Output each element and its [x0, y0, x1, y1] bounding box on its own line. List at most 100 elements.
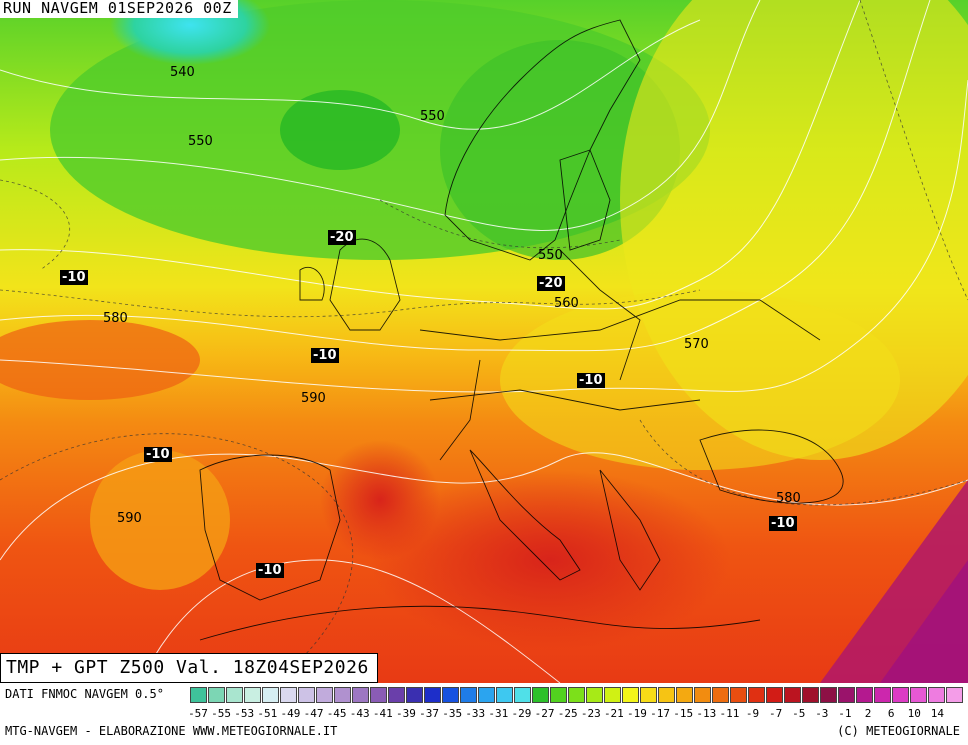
legend-swatch — [676, 687, 693, 703]
legend-swatch — [640, 687, 657, 703]
legend-swatch — [316, 687, 333, 703]
legend-swatch — [766, 687, 783, 703]
legend-swatch — [496, 687, 513, 703]
legend-tick-label: -13 — [696, 707, 717, 720]
legend-swatch — [406, 687, 423, 703]
legend-swatch — [352, 687, 369, 703]
legend-tick-label: -23 — [580, 707, 601, 720]
legend-swatch — [478, 687, 495, 703]
height-label: 580 — [776, 491, 801, 506]
legend-tick-label: -41 — [372, 707, 393, 720]
legend-swatch — [460, 687, 477, 703]
height-label: 580 — [103, 311, 128, 326]
legend-swatch — [694, 687, 711, 703]
legend-tick-label: 10 — [907, 707, 921, 720]
legend-tick-label: -47 — [303, 707, 324, 720]
temperature-label: -10 — [60, 270, 88, 285]
legend-swatch — [604, 687, 621, 703]
legend-swatch — [514, 687, 531, 703]
legend-tick-label: -21 — [603, 707, 624, 720]
legend-tick-label: 6 — [887, 707, 895, 720]
legend-tick-label: -57 — [188, 707, 208, 720]
legend-swatch — [658, 687, 675, 703]
legend-tick-label: -53 — [234, 707, 255, 720]
legend-swatch — [586, 687, 603, 703]
legend-tick-label: -29 — [511, 707, 532, 720]
legend-tick-label: -11 — [719, 707, 740, 720]
legend-tick-label: -45 — [326, 707, 347, 720]
legend-swatch — [190, 687, 207, 703]
legend-tick-label: -49 — [280, 707, 301, 720]
legend-swatch — [838, 687, 855, 703]
legend-swatch — [388, 687, 405, 703]
legend-tick-label: -7 — [768, 707, 783, 720]
legend-tick-label: -31 — [488, 707, 509, 720]
height-label: 570 — [684, 337, 709, 352]
legend-swatch — [226, 687, 243, 703]
temperature-label: -10 — [144, 447, 172, 462]
legend-swatch — [532, 687, 549, 703]
height-label: 540 — [170, 65, 195, 80]
legend-swatch — [550, 687, 567, 703]
legend-swatch — [910, 687, 927, 703]
temperature-label: -10 — [769, 516, 797, 531]
data-source: DATI FNMOC NAVGEM 0.5° — [5, 687, 164, 701]
legend-swatch — [856, 687, 873, 703]
legend-swatch — [262, 687, 279, 703]
temperature-label: -10 — [256, 563, 284, 578]
legend-swatch — [928, 687, 945, 703]
legend-tick-label: -9 — [745, 707, 760, 720]
legend-tick-label: -17 — [650, 707, 671, 720]
color-legend: DATI FNMOC NAVGEM 0.5° -57 -55 -53 -51 -49 -4… — [0, 683, 968, 745]
legend-swatch — [946, 687, 963, 703]
legend-tick-label: -51 — [257, 707, 278, 720]
footer-copyright: (C) METEOGIORNALE — [837, 724, 960, 738]
height-label: 550 — [188, 134, 213, 149]
legend-tick-label: -27 — [534, 707, 555, 720]
height-label: 550 — [420, 109, 445, 124]
run-title: RUN NAVGEM 01SEP2026 00Z — [0, 0, 238, 18]
temperature-label: -20 — [537, 276, 565, 291]
legend-swatch — [784, 687, 801, 703]
height-label: 550 — [538, 248, 563, 263]
legend-swatch — [748, 687, 765, 703]
legend-swatch — [208, 687, 225, 703]
legend-tick-label: 2 — [864, 707, 872, 720]
temperature-label: -20 — [328, 230, 356, 245]
legend-swatch — [280, 687, 297, 703]
height-label: 590 — [301, 391, 326, 406]
height-label: 560 — [554, 296, 579, 311]
legend-tick-label: -39 — [396, 707, 416, 720]
legend-swatch — [298, 687, 315, 703]
legend-tick-label: -25 — [557, 707, 578, 720]
weather-map: RUN NAVGEM 01SEP2026 00Z TMP + GPT Z500 … — [0, 0, 968, 683]
legend-swatch — [712, 687, 729, 703]
legend-tick-label: -5 — [792, 707, 806, 720]
legend-tick-label: 14 — [930, 707, 944, 720]
temperature-label: -10 — [577, 373, 605, 388]
legend-tick-label: -55 — [211, 707, 232, 720]
legend-swatch — [802, 687, 819, 703]
legend-swatch — [334, 687, 351, 703]
legend-swatch — [370, 687, 387, 703]
legend-swatch — [730, 687, 747, 703]
temperature-label: -10 — [311, 348, 339, 363]
valid-title: TMP + GPT Z500 Val. 18Z04SEP2026 — [0, 653, 378, 683]
legend-swatch — [874, 687, 891, 703]
legend-tick-label: -35 — [442, 707, 463, 720]
height-label: 590 — [117, 511, 142, 526]
legend-swatch — [568, 687, 585, 703]
legend-tick-label: -37 — [419, 707, 439, 720]
legend-tick-label: -1 — [838, 707, 852, 720]
temperature-field — [0, 0, 968, 683]
legend-tick-label: -33 — [465, 707, 486, 720]
legend-tick-label: -43 — [349, 707, 370, 720]
legend-tick-label: -15 — [673, 707, 694, 720]
legend-swatch — [424, 687, 441, 703]
legend-tick-label: -19 — [627, 707, 647, 720]
legend-swatch — [244, 687, 261, 703]
legend-swatch — [820, 687, 837, 703]
footer-credit: MTG-NAVGEM - ELABORAZIONE WWW.METEOGIORN… — [5, 724, 338, 738]
legend-swatch — [892, 687, 909, 703]
legend-tick-label: -3 — [815, 707, 829, 720]
